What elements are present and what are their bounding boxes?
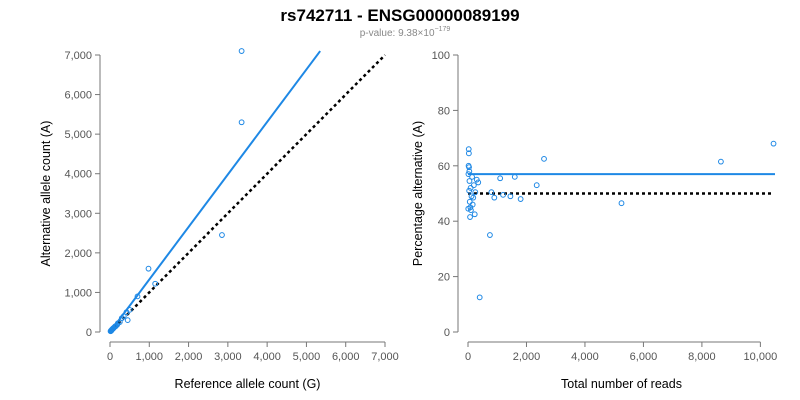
x-tick-label: 1,000 — [136, 351, 164, 363]
data-point — [466, 178, 473, 184]
data-point — [145, 265, 152, 272]
data-point — [219, 232, 225, 238]
data-point — [718, 158, 724, 165]
y-tick-label: 4,000 — [64, 169, 92, 181]
x-tick-label: 8,000 — [688, 351, 716, 363]
y-tick-label: 2,000 — [64, 248, 92, 260]
y-tick-label: 20 — [438, 272, 450, 284]
data-point — [123, 309, 130, 316]
data-point — [465, 205, 472, 212]
x-axis-title: Total number of reads — [561, 377, 682, 391]
p-value-text: p-value: 9.38×10 — [360, 28, 435, 39]
data-point — [465, 162, 472, 169]
x-tick-label: 3,000 — [214, 351, 242, 363]
data-point — [466, 187, 473, 194]
data-point — [466, 168, 473, 175]
y-axis-title: Alternative allele count (A) — [39, 121, 53, 267]
data-point — [497, 175, 504, 182]
y-tick-label: 40 — [438, 216, 450, 228]
data-point — [238, 119, 245, 126]
x-tick-label: 0 — [107, 351, 113, 363]
y-tick-label: 5,000 — [64, 129, 92, 141]
data-point — [465, 171, 472, 178]
data-point — [465, 150, 472, 157]
data-point — [507, 193, 514, 200]
data-point — [238, 48, 245, 54]
x-tick-label: 5,000 — [293, 351, 321, 363]
data-point — [500, 191, 506, 198]
data-point — [468, 193, 475, 200]
y-tick-label: 80 — [438, 105, 450, 117]
x-tick-label: 6,000 — [630, 351, 658, 363]
y-tick-label: 6,000 — [64, 90, 92, 102]
data-point — [511, 173, 518, 180]
data-point — [470, 182, 477, 189]
allele-count-scatter-panel: 0 1,000 2,000 3,000 4,000 5,000 6,000 7,000 0 1,0… — [39, 48, 399, 391]
data-point — [471, 211, 478, 218]
data-point — [487, 232, 493, 238]
y-axis-title: Percentage alternative (A) — [411, 121, 425, 266]
y-tick-label: 60 — [438, 161, 450, 173]
p-value-exponent: −179 — [435, 26, 451, 33]
data-point — [134, 293, 141, 300]
y-tick-label: 7,000 — [64, 50, 92, 62]
x-tick-label: 6,000 — [332, 351, 360, 363]
x-tick-label: 10,000 — [744, 351, 778, 363]
null-expectation-line — [109, 54, 386, 333]
y-tick-label: 3,000 — [64, 208, 92, 220]
fit-line — [109, 50, 321, 333]
x-tick-label: 2,000 — [513, 351, 541, 363]
data-point — [475, 179, 482, 186]
data-point — [770, 140, 777, 147]
data-point — [533, 182, 540, 189]
data-point — [491, 194, 498, 201]
data-point — [476, 294, 483, 301]
data-point — [124, 317, 131, 324]
data-point — [473, 176, 480, 183]
data-point — [618, 200, 625, 207]
data-point — [152, 280, 159, 287]
x-axis-title: Reference allele count (G) — [175, 377, 321, 391]
x-tick-label: 2,000 — [175, 351, 203, 363]
y-tick-label: 0 — [444, 327, 450, 339]
x-tick-label: 7,000 — [371, 351, 399, 363]
data-point — [517, 196, 524, 202]
data-point — [466, 198, 473, 205]
x-tick-label: 4,000 — [571, 351, 599, 363]
data-point — [469, 173, 475, 180]
data-point — [107, 328, 114, 335]
figure-title: rs742711 - ENSG00000089199 — [280, 6, 519, 25]
data-point — [467, 214, 473, 220]
x-tick-label: 0 — [465, 351, 471, 363]
figure-subtitle: p-value: 9.38×10−179 — [360, 26, 451, 39]
y-tick-label: 1,000 — [64, 287, 92, 299]
y-tick-label: 0 — [86, 327, 92, 339]
data-point — [465, 146, 472, 153]
y-tick-label: 100 — [432, 50, 450, 62]
data-point — [541, 155, 547, 162]
data-point — [472, 189, 479, 196]
percentage-alternative-scatter-panel: 0 2,000 4,000 6,000 8,000 10,000 0 20 40 60 80 100 T… — [411, 50, 777, 391]
data-point — [488, 189, 495, 196]
x-tick-label: 4,000 — [253, 351, 281, 363]
data-point — [467, 185, 474, 191]
